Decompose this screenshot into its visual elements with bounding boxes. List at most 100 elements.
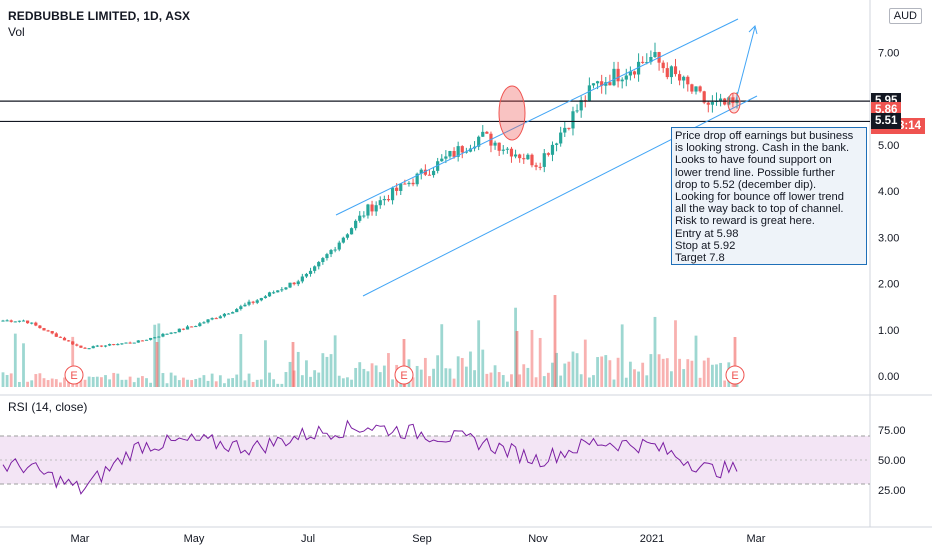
- volume-bar: [600, 356, 604, 387]
- note-line: is looking strong. Cash in the bank.: [675, 142, 850, 155]
- volume-bar: [682, 369, 686, 387]
- volume-bar: [108, 379, 112, 387]
- volume-bar: [411, 377, 415, 387]
- volume-bar: [542, 376, 546, 387]
- volume-bar: [649, 354, 653, 387]
- volume-bar: [239, 334, 243, 387]
- volume-bar: [674, 320, 677, 387]
- note-line: Price drop off earnings but business: [675, 130, 854, 142]
- volume-bar: [337, 375, 341, 387]
- earnings-marker-label: E: [731, 370, 738, 382]
- volume-bar: [440, 324, 444, 387]
- candle-body: [624, 75, 628, 80]
- volume-bar: [608, 360, 612, 387]
- volume-bar: [243, 380, 247, 387]
- volume-bar: [321, 353, 325, 387]
- rsi-line: [2, 419, 738, 495]
- volume-bar: [100, 377, 103, 387]
- volume-bar: [71, 336, 75, 387]
- volume-bar: [296, 351, 300, 387]
- volume-bar: [616, 357, 620, 387]
- volume-legend[interactable]: Vol: [8, 25, 25, 39]
- candle-body: [308, 270, 313, 274]
- candle-body: [501, 149, 505, 151]
- currency-label[interactable]: AUD: [888, 8, 922, 24]
- candle-body: [518, 154, 522, 159]
- rsi-legend[interactable]: RSI (14, close): [8, 400, 88, 414]
- time-tick-label: Mar: [71, 533, 90, 545]
- candle-body: [272, 292, 276, 294]
- volume-bar: [112, 372, 116, 387]
- volume-bar: [575, 353, 579, 387]
- volume-bar: [723, 380, 727, 387]
- symbol-title[interactable]: REDBUBBLE LIMITED, 1D, ASX: [8, 9, 191, 23]
- chart-header: REDBUBBLE LIMITED, 1D, ASX Vol: [8, 8, 190, 40]
- candle-body: [136, 340, 140, 343]
- candle-body: [354, 220, 358, 229]
- volume-bar: [514, 307, 517, 387]
- candle-body: [641, 61, 645, 63]
- volume-bar: [272, 379, 276, 387]
- volume-bar: [501, 375, 505, 387]
- candle-body: [362, 215, 366, 217]
- candle-body: [108, 344, 112, 346]
- candle-body: [75, 344, 79, 346]
- candle-body: [587, 85, 591, 102]
- candle-body: [718, 98, 723, 101]
- candle-body: [263, 296, 268, 299]
- volume-bar: [214, 381, 218, 387]
- candle-body: [296, 281, 300, 285]
- candle-body: [530, 154, 534, 166]
- candle-body: [649, 56, 653, 63]
- volume-bar: [149, 382, 153, 387]
- volume-bar: [628, 361, 632, 387]
- candle-body: [464, 151, 468, 153]
- volume-bar: [354, 367, 358, 387]
- candle-body: [423, 169, 427, 175]
- candle-body: [235, 309, 239, 313]
- note-line: Target 7.8: [675, 252, 725, 265]
- volume-bar: [42, 378, 46, 387]
- volume-bar: [346, 377, 349, 387]
- volume-bars: [1, 295, 739, 387]
- candle-body: [71, 341, 75, 345]
- note-line: Risk to reward is great here.: [675, 215, 815, 228]
- candle-body: [226, 313, 231, 315]
- volume-bar: [698, 377, 702, 387]
- candle-body: [243, 304, 247, 307]
- annotation-note[interactable]: Price drop off earnings but business is l…: [671, 127, 867, 265]
- candle-body: [403, 183, 407, 185]
- volume-bar: [686, 359, 690, 387]
- candle-body: [144, 339, 149, 341]
- candle-body: [194, 326, 198, 328]
- volume-bar: [485, 373, 489, 387]
- candle-body: [706, 102, 710, 105]
- candle-body: [571, 111, 575, 129]
- candle-body: [214, 318, 218, 320]
- volume-bar: [284, 372, 288, 387]
- volume-bar: [95, 376, 99, 387]
- volume-bar: [448, 368, 452, 387]
- volume-spike: [155, 342, 159, 387]
- candle-body: [698, 86, 702, 92]
- candle-body: [591, 83, 596, 86]
- candle-body: [206, 319, 210, 323]
- price-tick-label: 4.00: [878, 186, 899, 198]
- volume-bar: [177, 380, 181, 387]
- projection-arrow-head: [748, 25, 758, 35]
- volume-bar: [124, 379, 128, 387]
- candle-body: [255, 300, 259, 303]
- candle-body: [645, 62, 649, 64]
- candle-body: [382, 199, 386, 201]
- volume-bar: [477, 320, 481, 387]
- volume-bar: [510, 374, 513, 387]
- candle-body: [83, 347, 87, 349]
- volume-bar: [382, 365, 386, 387]
- candle-body: [300, 276, 304, 282]
- volume-bar: [604, 355, 608, 387]
- channel-upper-line: [335, 18, 739, 216]
- highlight-ellipse-small: [727, 92, 741, 114]
- candle-body: [288, 282, 292, 288]
- time-tick-label: Mar: [747, 533, 766, 545]
